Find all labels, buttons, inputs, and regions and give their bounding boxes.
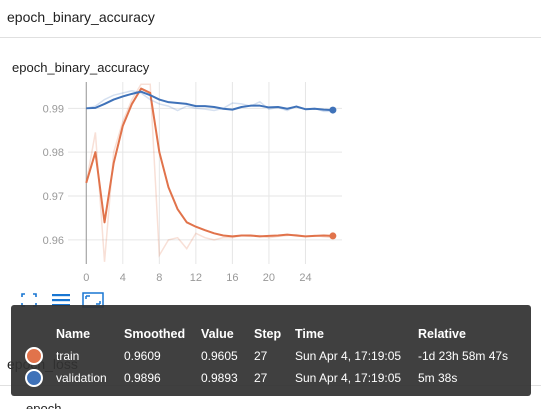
- series-endpoint-validation: [329, 106, 337, 114]
- chart-tooltip: Name Smoothed Value Step Time Relative t…: [11, 305, 531, 396]
- section-title: epoch_binary_accuracy: [7, 9, 155, 25]
- tooltip-cell-time: Sun Apr 4, 17:19:05: [295, 349, 402, 363]
- chart-axes: 0.96 0.97 0.98 0.99 0 4 8 12 16 20 24: [43, 82, 312, 284]
- tooltip-table: Name Smoothed Value Step Time Relative t…: [25, 323, 528, 389]
- line-chart[interactable]: 0.96 0.97 0.98 0.99 0 4 8 12 16 20 24: [0, 80, 350, 290]
- x-tick-label: 8: [156, 272, 162, 284]
- tooltip-header-relative: Relative: [418, 327, 466, 341]
- tooltip-cell-name: validation: [56, 371, 107, 385]
- tooltip-cell-smoothed: 0.9896: [124, 371, 161, 385]
- x-tick-label: 4: [120, 272, 126, 284]
- tooltip-header-value: Value: [201, 327, 234, 341]
- fit-domain-icon[interactable]: [18, 291, 40, 309]
- x-tick-label: 12: [190, 272, 202, 284]
- series-endpoint-train: [329, 232, 337, 240]
- tooltip-cell-step: 27: [254, 349, 268, 363]
- tooltip-cell-value: 0.9605: [201, 349, 238, 363]
- tooltip-cell-step: 27: [254, 371, 268, 385]
- y-tick-label: 0.97: [43, 191, 64, 203]
- tooltip-header-smoothed: Smoothed: [124, 327, 186, 341]
- card-title-loss: epoch_lo: [26, 401, 66, 409]
- card-title: epoch_binary_accuracy: [12, 60, 150, 75]
- tooltip-cell-time: Sun Apr 4, 17:19:05: [295, 371, 402, 385]
- y-tick-label: 0.99: [43, 103, 64, 115]
- tooltip-row-train: train 0.9609 0.9605 27 Sun Apr 4, 17:19:…: [25, 345, 528, 367]
- series-color-dot: [25, 347, 43, 365]
- x-tick-label: 20: [263, 272, 275, 284]
- tooltip-cell-relative: -1d 23h 58m 47s: [418, 349, 509, 363]
- y-tick-label: 0.96: [43, 235, 64, 247]
- tooltip-cell-value: 0.9893: [201, 371, 238, 385]
- y-tick-label: 0.98: [43, 147, 64, 159]
- tooltip-header-time: Time: [295, 327, 324, 341]
- x-tick-label: 24: [299, 272, 311, 284]
- tooltip-cell-relative: 5m 38s: [418, 371, 458, 385]
- series-line-train: [85, 87, 333, 238]
- series-line-validation: [86, 90, 333, 112]
- series-color-dot: [25, 369, 43, 387]
- tooltip-header-name: Name: [56, 327, 91, 341]
- tooltip-row-validation: validation 0.9896 0.9893 27 Sun Apr 4, 1…: [25, 367, 528, 389]
- tooltip-cell-smoothed: 0.9609: [124, 349, 161, 363]
- section-header[interactable]: epoch_binary_accuracy: [0, 0, 541, 38]
- tooltip-header-step: Step: [254, 327, 282, 341]
- x-tick-label: 0: [83, 272, 89, 284]
- x-tick-label: 16: [226, 272, 238, 284]
- tooltip-header-row: Name Smoothed Value Step Time Relative: [25, 323, 528, 345]
- chart-series: [85, 83, 337, 262]
- tooltip-cell-name: train: [56, 349, 80, 363]
